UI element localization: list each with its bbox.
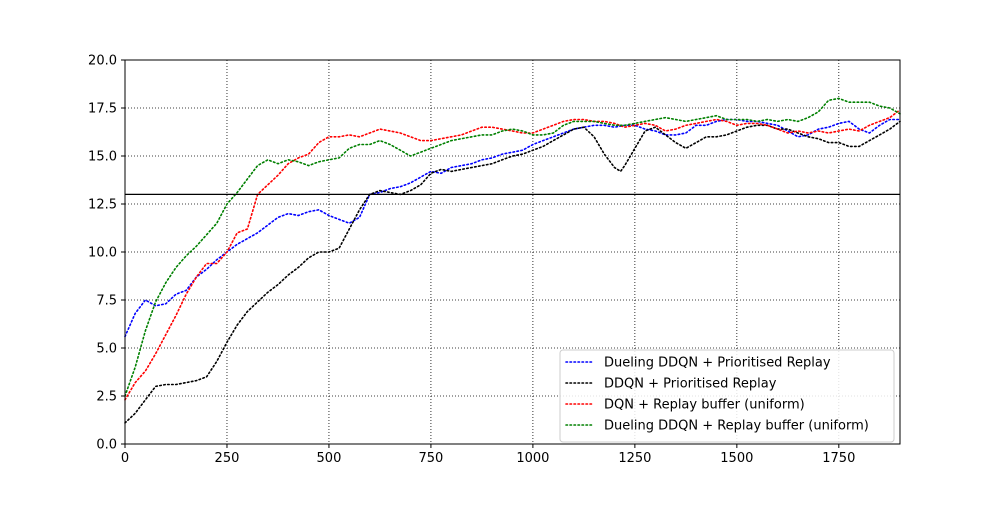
y-axis: 0.0 2.5 5.0 7.5 10.0 12.5 15.0 17.5 20.0 bbox=[88, 54, 125, 453]
y-tick-label: 2.5 bbox=[96, 390, 117, 405]
series-line-1 bbox=[124, 118, 901, 338]
x-tick-label: 1500 bbox=[720, 451, 753, 466]
x-tick-label: 250 bbox=[215, 451, 240, 466]
y-tick-label: 17.5 bbox=[88, 102, 117, 117]
series-line-4 bbox=[124, 97, 901, 397]
x-tick-label: 750 bbox=[419, 451, 444, 466]
x-tick-label: 1250 bbox=[618, 451, 651, 466]
x-tick-label: 1000 bbox=[516, 451, 549, 466]
x-tick-label: 0 bbox=[121, 451, 129, 466]
legend-label: Dueling DDQN + Prioritised Replay bbox=[604, 356, 831, 371]
y-tick-label: 0.0 bbox=[96, 438, 117, 453]
legend-label: Dueling DDQN + Replay buffer (uniform) bbox=[604, 419, 869, 434]
legend-box bbox=[559, 349, 895, 443]
legend-label: DQN + Replay buffer (uniform) bbox=[604, 398, 805, 413]
x-axis: 0 250 500 750 1000 1250 1500 1750 bbox=[121, 444, 855, 466]
legend: Dueling DDQN + Prioritised Replay DDQN + … bbox=[559, 349, 895, 443]
legend-label: DDQN + Prioritised Replay bbox=[604, 377, 777, 392]
series-line-2 bbox=[124, 120, 901, 424]
x-tick-label: 500 bbox=[317, 451, 342, 466]
series-line-3 bbox=[124, 109, 901, 401]
plot-area bbox=[124, 97, 901, 424]
y-tick-label: 12.5 bbox=[88, 198, 117, 213]
x-tick-label: 1750 bbox=[822, 451, 855, 466]
y-tick-label: 7.5 bbox=[96, 294, 117, 309]
y-tick-label: 5.0 bbox=[96, 342, 117, 357]
y-tick-label: 20.0 bbox=[88, 54, 117, 69]
y-tick-label: 15.0 bbox=[88, 150, 117, 165]
y-tick-label: 10.0 bbox=[88, 246, 117, 261]
